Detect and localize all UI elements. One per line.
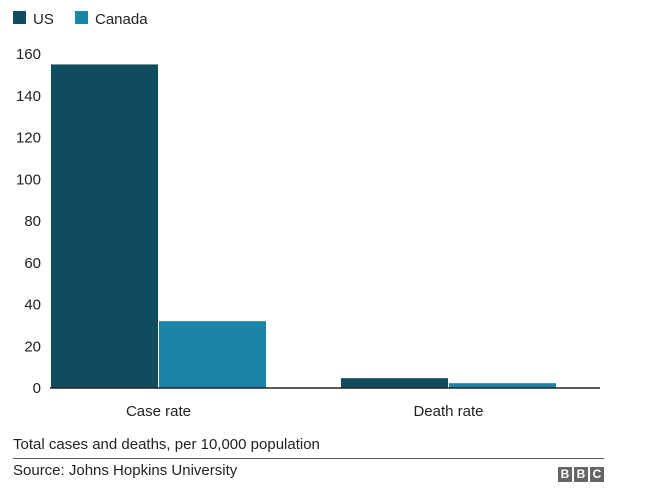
y-tick-label: 0 — [33, 380, 41, 397]
bar-us-death-rate — [341, 378, 448, 388]
x-category-label: Case rate — [126, 403, 191, 420]
y-tick-label: 160 — [16, 46, 41, 63]
x-axis-categories: Case rate Death rate — [126, 403, 484, 420]
y-tick-label: 140 — [16, 88, 41, 105]
bbc-logo-letter: B — [574, 467, 588, 482]
bars — [51, 64, 556, 388]
x-category-label: Death rate — [413, 403, 483, 420]
bbc-logo-letter: C — [590, 467, 604, 482]
bar-us-case-rate — [51, 64, 158, 388]
chart-source: Source: Johns Hopkins University — [13, 462, 238, 479]
y-tick-label: 120 — [16, 130, 41, 147]
y-axis-ticks: 0 20 40 60 80 100 120 140 160 — [16, 46, 41, 397]
bar-canada-case-rate — [159, 321, 266, 388]
legend-swatch-us — [13, 11, 26, 24]
y-tick-label: 60 — [24, 255, 41, 272]
chart-legend: US Canada — [13, 11, 148, 28]
bbc-logo-letter: B — [558, 467, 572, 482]
y-tick-label: 40 — [24, 297, 41, 314]
legend-label-us: US — [33, 11, 54, 28]
bbc-logo: B B C — [558, 467, 604, 482]
y-tick-label: 100 — [16, 171, 41, 188]
chart-subtitle: Total cases and deaths, per 10,000 popul… — [13, 436, 320, 453]
bar-chart: US Canada 0 20 40 60 80 100 120 140 160 Case rate… — [13, 11, 600, 420]
legend-swatch-canada — [75, 11, 88, 24]
y-tick-label: 80 — [24, 213, 41, 230]
bar-canada-death-rate — [449, 383, 556, 388]
y-tick-label: 20 — [24, 338, 41, 355]
footer-divider — [13, 458, 604, 459]
legend-label-canada: Canada — [95, 11, 148, 28]
